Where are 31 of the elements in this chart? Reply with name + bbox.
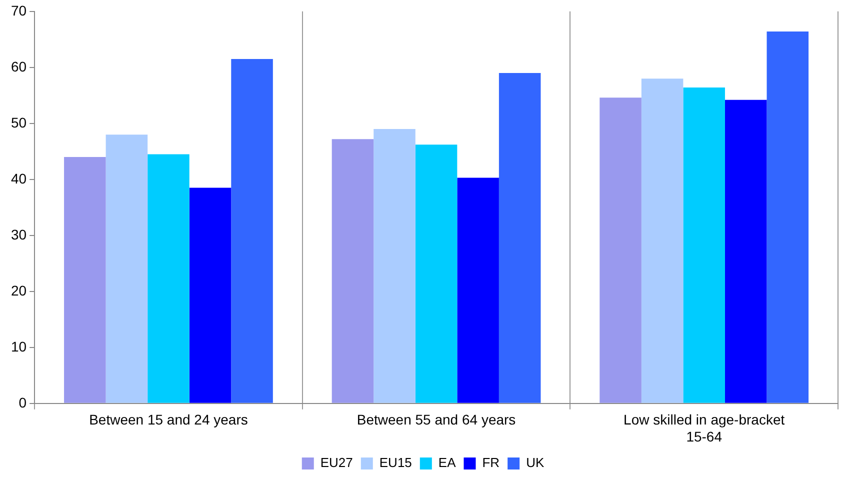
bar	[641, 78, 684, 403]
y-tick-label: 20	[10, 282, 27, 298]
y-tick-label: 10	[10, 338, 27, 354]
bar	[415, 144, 458, 403]
legend-label: UK	[526, 455, 544, 470]
bar	[374, 129, 416, 403]
bar	[600, 98, 642, 403]
legend-label: EU27	[320, 455, 353, 470]
y-tick-label: 40	[10, 170, 27, 186]
bar	[189, 188, 232, 403]
bar	[332, 139, 374, 403]
x-tick-label: Between 55 and 64 years	[356, 412, 516, 428]
bar	[766, 32, 809, 403]
bar	[231, 59, 273, 403]
bar	[64, 157, 106, 403]
x-tick-label: Low skilled in age-bracket 15-64	[624, 412, 785, 444]
bar	[457, 178, 499, 403]
bar	[724, 100, 767, 403]
x-tick-label: Between 15 and 24 years	[89, 412, 248, 428]
legend-label: FR	[482, 455, 500, 470]
legend-label: EU15	[379, 455, 412, 470]
y-tick-label: 50	[10, 114, 27, 130]
y-tick-label: 30	[10, 226, 27, 242]
y-tick-label: 60	[10, 58, 27, 74]
bar	[148, 154, 190, 403]
bar	[498, 73, 541, 403]
bar	[683, 88, 725, 403]
legend-label: EA	[438, 455, 456, 470]
y-tick-label: 70	[10, 2, 27, 18]
y-tick-label: 0	[18, 394, 27, 410]
bar	[106, 134, 148, 403]
